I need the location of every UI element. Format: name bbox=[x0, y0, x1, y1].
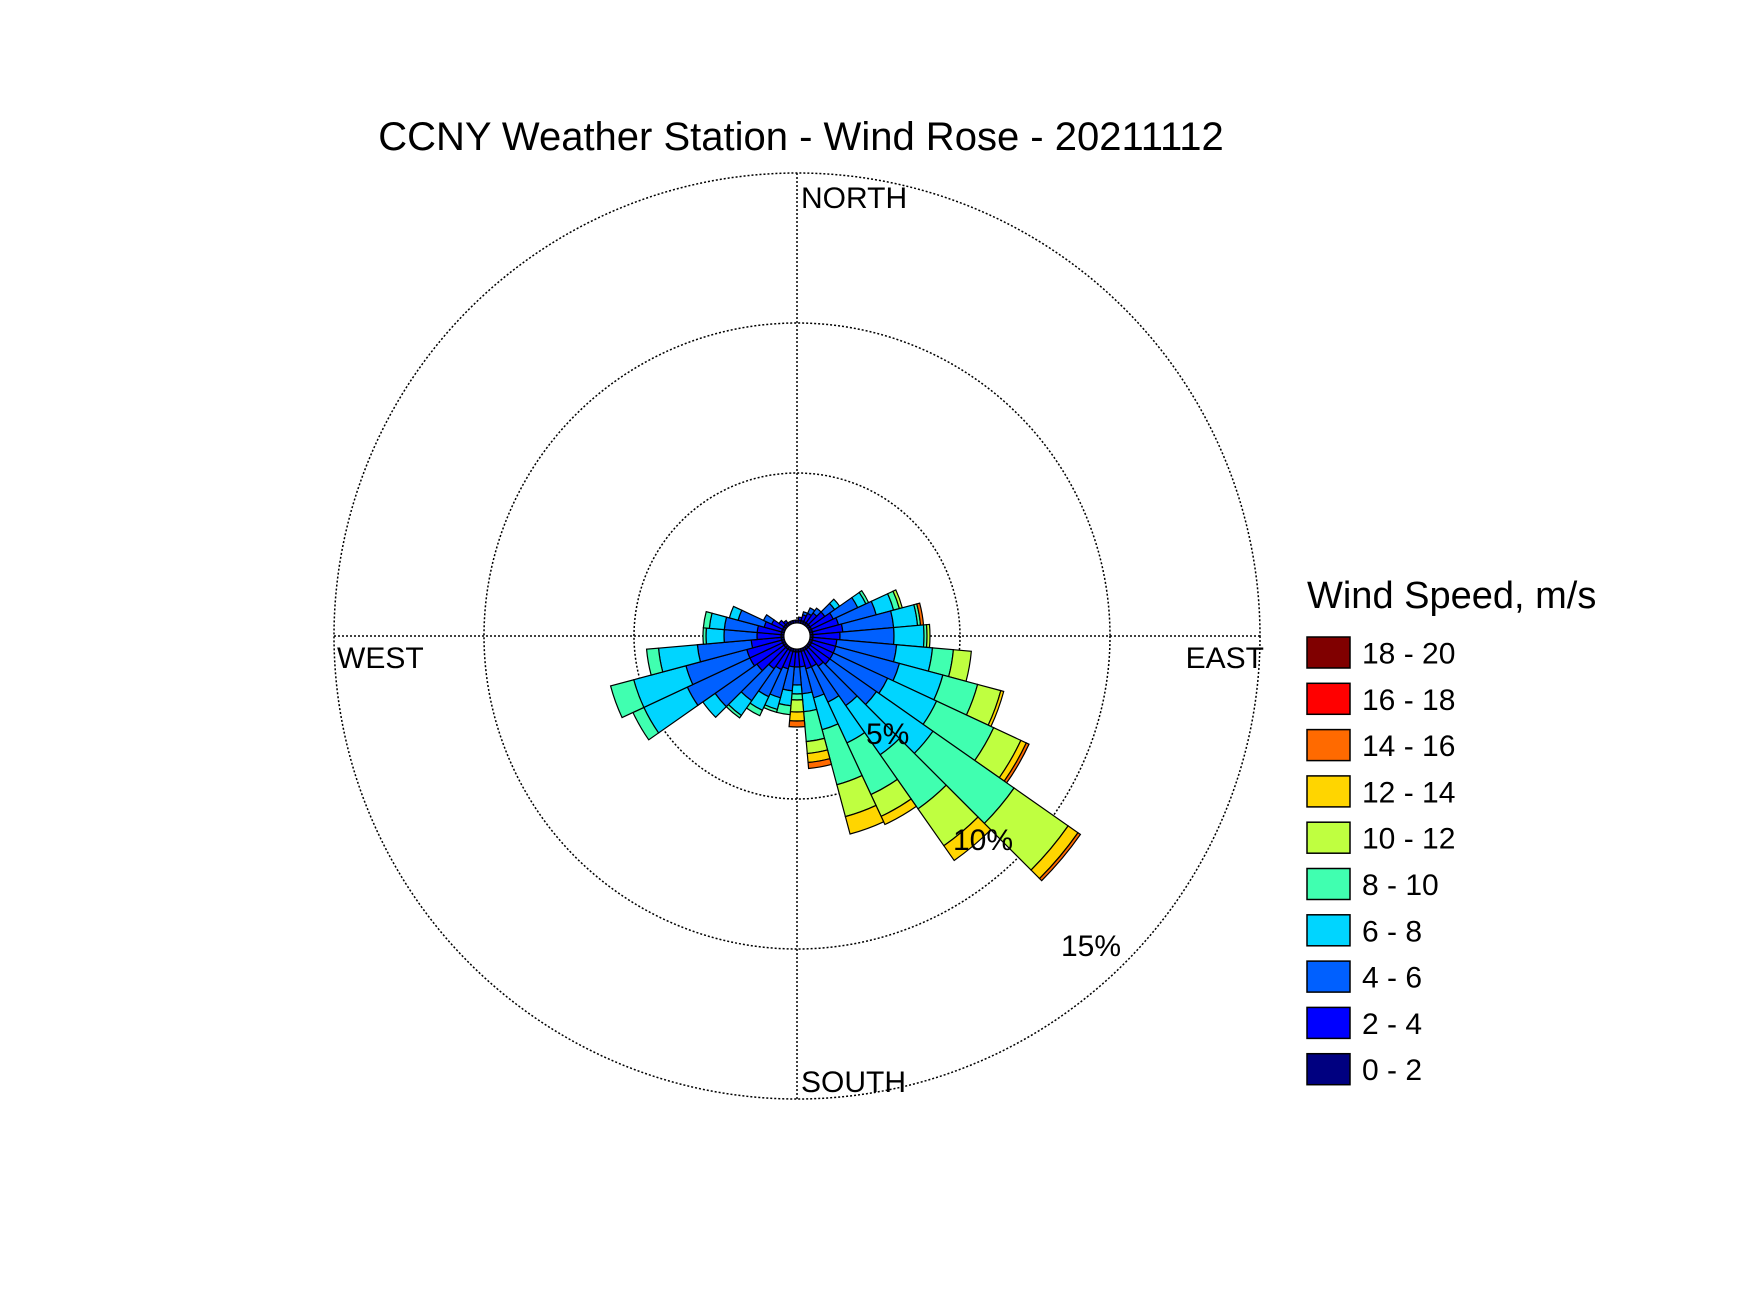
sector-segment bbox=[880, 798, 918, 826]
legend-swatch bbox=[1306, 682, 1351, 716]
legend-swatch bbox=[1306, 636, 1351, 669]
sector-segment bbox=[778, 619, 787, 628]
sector-segment bbox=[645, 647, 664, 676]
center-hole bbox=[783, 622, 811, 650]
radial-tick-label: 5% bbox=[866, 718, 909, 751]
legend-swatch bbox=[1306, 960, 1351, 993]
radial-tick-label: 10% bbox=[953, 824, 1013, 857]
sector-segment bbox=[790, 693, 804, 701]
legend-label: 4 - 6 bbox=[1362, 962, 1422, 995]
sector-segment bbox=[788, 720, 806, 728]
sector-segment bbox=[705, 627, 725, 645]
sector-segment bbox=[789, 699, 805, 713]
legend-swatch bbox=[1306, 1052, 1351, 1086]
legend-label: 18 - 20 bbox=[1362, 638, 1455, 671]
legend-title: Wind Speed, m/s bbox=[1307, 575, 1596, 617]
polar-grid bbox=[333, 172, 1261, 1100]
legend: Wind Speed, m/s 18 - 20 16 - 18 14 - 16 12 … bbox=[1306, 575, 1596, 1087]
direction-label-east: EAST bbox=[1186, 642, 1264, 675]
legend-swatch bbox=[1306, 775, 1351, 808]
sector-segment bbox=[788, 711, 806, 722]
legend-label: 14 - 16 bbox=[1362, 730, 1455, 763]
sector-segment bbox=[1038, 831, 1082, 882]
legend-label: 16 - 18 bbox=[1362, 684, 1455, 717]
legend-label: 10 - 12 bbox=[1362, 823, 1455, 856]
sector-segment bbox=[762, 613, 775, 625]
legend-label: 6 - 8 bbox=[1362, 915, 1422, 948]
direction-label-north: NORTH bbox=[801, 182, 907, 215]
legend-label: 8 - 10 bbox=[1362, 869, 1439, 902]
legend-swatch bbox=[1306, 728, 1351, 762]
radial-tick-labels: 5% 10% 15% bbox=[866, 718, 1121, 963]
sector-segment bbox=[728, 605, 743, 621]
sector-segment bbox=[892, 624, 925, 648]
direction-label-south: SOUTH bbox=[801, 1066, 906, 1099]
legend-label: 2 - 4 bbox=[1362, 1008, 1422, 1041]
sector-segment bbox=[925, 623, 931, 649]
sector-segment bbox=[702, 610, 713, 629]
sector-segment bbox=[943, 816, 992, 862]
sector-segment bbox=[782, 619, 789, 626]
sector-segment bbox=[702, 627, 707, 645]
legend-swatch bbox=[1306, 867, 1351, 901]
legend-label: 0 - 2 bbox=[1362, 1054, 1422, 1087]
legend-label: 12 - 14 bbox=[1362, 776, 1455, 809]
sector-segment bbox=[807, 757, 833, 770]
legend-swatch bbox=[1306, 914, 1351, 947]
sector-segment bbox=[844, 804, 885, 835]
sector-segment bbox=[791, 684, 803, 695]
radial-tick-label: 15% bbox=[1061, 930, 1121, 963]
wind-sectors bbox=[609, 589, 1082, 882]
sector-segment bbox=[609, 679, 645, 719]
legend-swatch bbox=[1306, 1006, 1351, 1040]
legend-swatch bbox=[1306, 821, 1351, 854]
chart-title: CCNY Weather Station - Wind Rose - 20211… bbox=[378, 115, 1224, 159]
direction-label-west: WEST bbox=[337, 642, 424, 675]
